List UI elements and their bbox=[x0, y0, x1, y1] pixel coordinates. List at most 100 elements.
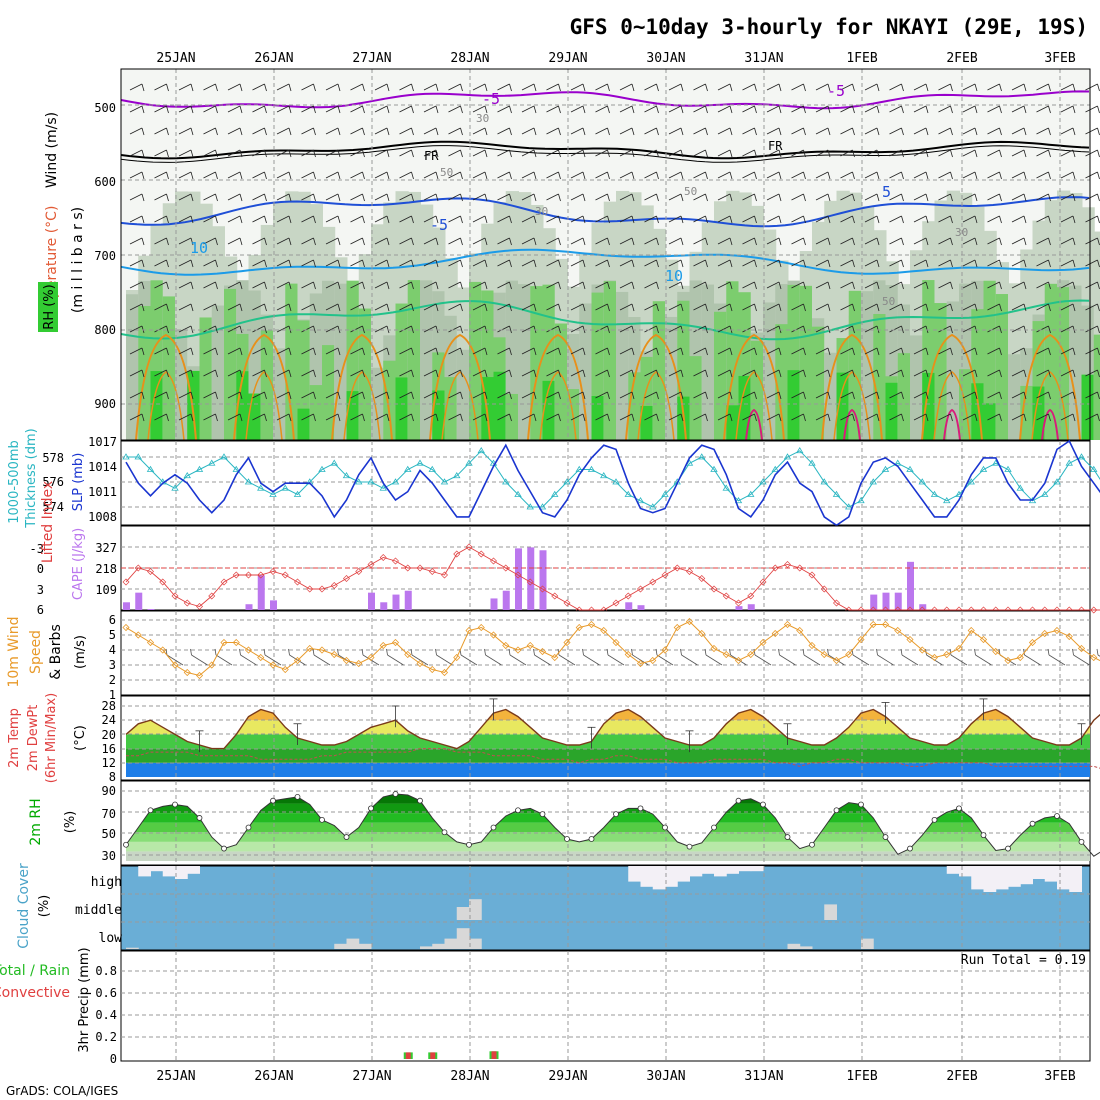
wind-barb bbox=[619, 127, 633, 135]
wind-barb-flag bbox=[215, 127, 218, 136]
wind-speed-point bbox=[122, 623, 130, 632]
wind-barb-flag bbox=[558, 149, 561, 158]
wind-barb-flag bbox=[190, 413, 194, 422]
wind-barb-flag bbox=[411, 347, 414, 356]
rh-point bbox=[809, 841, 815, 848]
wind-barb-flag bbox=[1048, 281, 1051, 290]
wind-barb-flag bbox=[386, 83, 390, 92]
wind-barb-flag bbox=[362, 325, 365, 334]
wind-barb bbox=[938, 215, 951, 223]
thickness-tick: 574 bbox=[42, 500, 64, 514]
wind-barb-flag bbox=[313, 391, 316, 400]
cape-bar bbox=[747, 604, 755, 610]
wind-barb-flag bbox=[925, 259, 929, 268]
wind-barb-flag bbox=[435, 105, 439, 114]
wind-barb-flag bbox=[999, 259, 1002, 268]
wind-barb-flag bbox=[509, 347, 512, 356]
wind-barb-flag bbox=[313, 413, 316, 422]
surface-wind-barb-flag bbox=[190, 648, 192, 656]
slp-tick: 1014 bbox=[88, 460, 117, 474]
wind-barb-flag bbox=[729, 171, 733, 180]
wind-barb-flag bbox=[1097, 391, 1100, 400]
wind-barb bbox=[1060, 391, 1074, 399]
wind-barb bbox=[203, 303, 216, 311]
wind-speed-point bbox=[1041, 629, 1049, 638]
contour-label: 5 bbox=[882, 183, 891, 201]
wind-barb-flag bbox=[386, 413, 390, 422]
cape-bar bbox=[625, 602, 633, 610]
wind-barb-flag bbox=[239, 215, 243, 224]
wind-barb bbox=[815, 215, 829, 223]
wind-barb bbox=[154, 413, 167, 421]
wind-barb bbox=[399, 413, 412, 421]
surface-wind-barb bbox=[1024, 654, 1041, 666]
wind-barb-flag bbox=[827, 127, 831, 136]
wind-barb-flag bbox=[1048, 369, 1051, 378]
surface-wind-barb bbox=[313, 654, 331, 666]
wind-barb-flag bbox=[754, 369, 757, 378]
lifted-index-point bbox=[122, 578, 130, 586]
wind-barb bbox=[1036, 325, 1049, 333]
cloud-low-bar bbox=[456, 928, 470, 949]
wind-barb-flag bbox=[901, 303, 904, 312]
wind-barb bbox=[864, 303, 878, 311]
wind-barb-flag bbox=[705, 215, 708, 224]
wind-barb-flag bbox=[190, 259, 194, 268]
wind-barb bbox=[570, 369, 584, 377]
wind-barb-flag bbox=[558, 259, 561, 268]
cape-bar bbox=[270, 600, 277, 610]
wind-barb bbox=[1060, 347, 1074, 355]
wind-barb-flag bbox=[239, 83, 243, 92]
wind-speed-point bbox=[232, 638, 240, 647]
thickness-point bbox=[796, 446, 804, 454]
wind-barb-flag bbox=[313, 347, 316, 356]
wind-barb-flag bbox=[778, 281, 782, 290]
wind-barb bbox=[938, 325, 951, 333]
wind-barb bbox=[644, 325, 657, 333]
wind-barb bbox=[889, 413, 902, 421]
isotherm-20 bbox=[821, 333, 883, 441]
rh-point bbox=[613, 811, 619, 817]
wind-barb bbox=[619, 369, 633, 377]
wind-barb-flag bbox=[582, 193, 586, 202]
wind-barb bbox=[546, 325, 559, 333]
wind-barb-flag bbox=[386, 281, 390, 290]
wind-barb bbox=[1085, 105, 1098, 113]
wind-barb bbox=[693, 215, 706, 223]
lifted-index-point bbox=[539, 585, 546, 593]
surface-wind-barb-flag bbox=[827, 648, 829, 656]
wind-barb bbox=[203, 83, 216, 91]
lifted-index-tick: 6 bbox=[37, 603, 44, 617]
isotherm-20 bbox=[331, 333, 393, 441]
thickness-point bbox=[636, 496, 645, 504]
wind-barb bbox=[1085, 127, 1098, 135]
wind-barb-flag bbox=[705, 369, 708, 378]
wind-speed-point bbox=[734, 656, 743, 665]
lifted-index-point bbox=[1090, 606, 1098, 614]
rh-point bbox=[760, 801, 766, 808]
temp-axis-label-3: (6hr Min/Max) bbox=[44, 693, 59, 783]
wind-barb-flag bbox=[411, 413, 414, 422]
wind-barb bbox=[301, 193, 314, 201]
wind-barb bbox=[227, 215, 241, 223]
wind-barb-flag bbox=[950, 127, 953, 136]
thickness-point bbox=[918, 478, 926, 485]
wind-axis-label: Wind (m/s) bbox=[44, 112, 60, 188]
wind-barb bbox=[301, 83, 314, 91]
wind-barb bbox=[619, 347, 633, 355]
wind-barb-flag bbox=[239, 413, 243, 422]
wind-barb-flag bbox=[901, 83, 904, 92]
wind-speed-point bbox=[1053, 626, 1061, 635]
wind-speed-point bbox=[440, 668, 449, 677]
wind-barb-flag bbox=[558, 325, 561, 334]
wind-barb-flag bbox=[337, 237, 341, 246]
wind-barb bbox=[619, 303, 633, 311]
rh-shade bbox=[910, 335, 924, 440]
wind-barb-flag bbox=[901, 391, 904, 400]
wind-barb-flag bbox=[239, 105, 243, 114]
rh-shade bbox=[726, 281, 740, 440]
wind-barb bbox=[399, 391, 412, 399]
wind-barb-flag bbox=[313, 105, 316, 114]
wind-barb bbox=[717, 193, 731, 201]
wind-barb bbox=[448, 237, 461, 245]
